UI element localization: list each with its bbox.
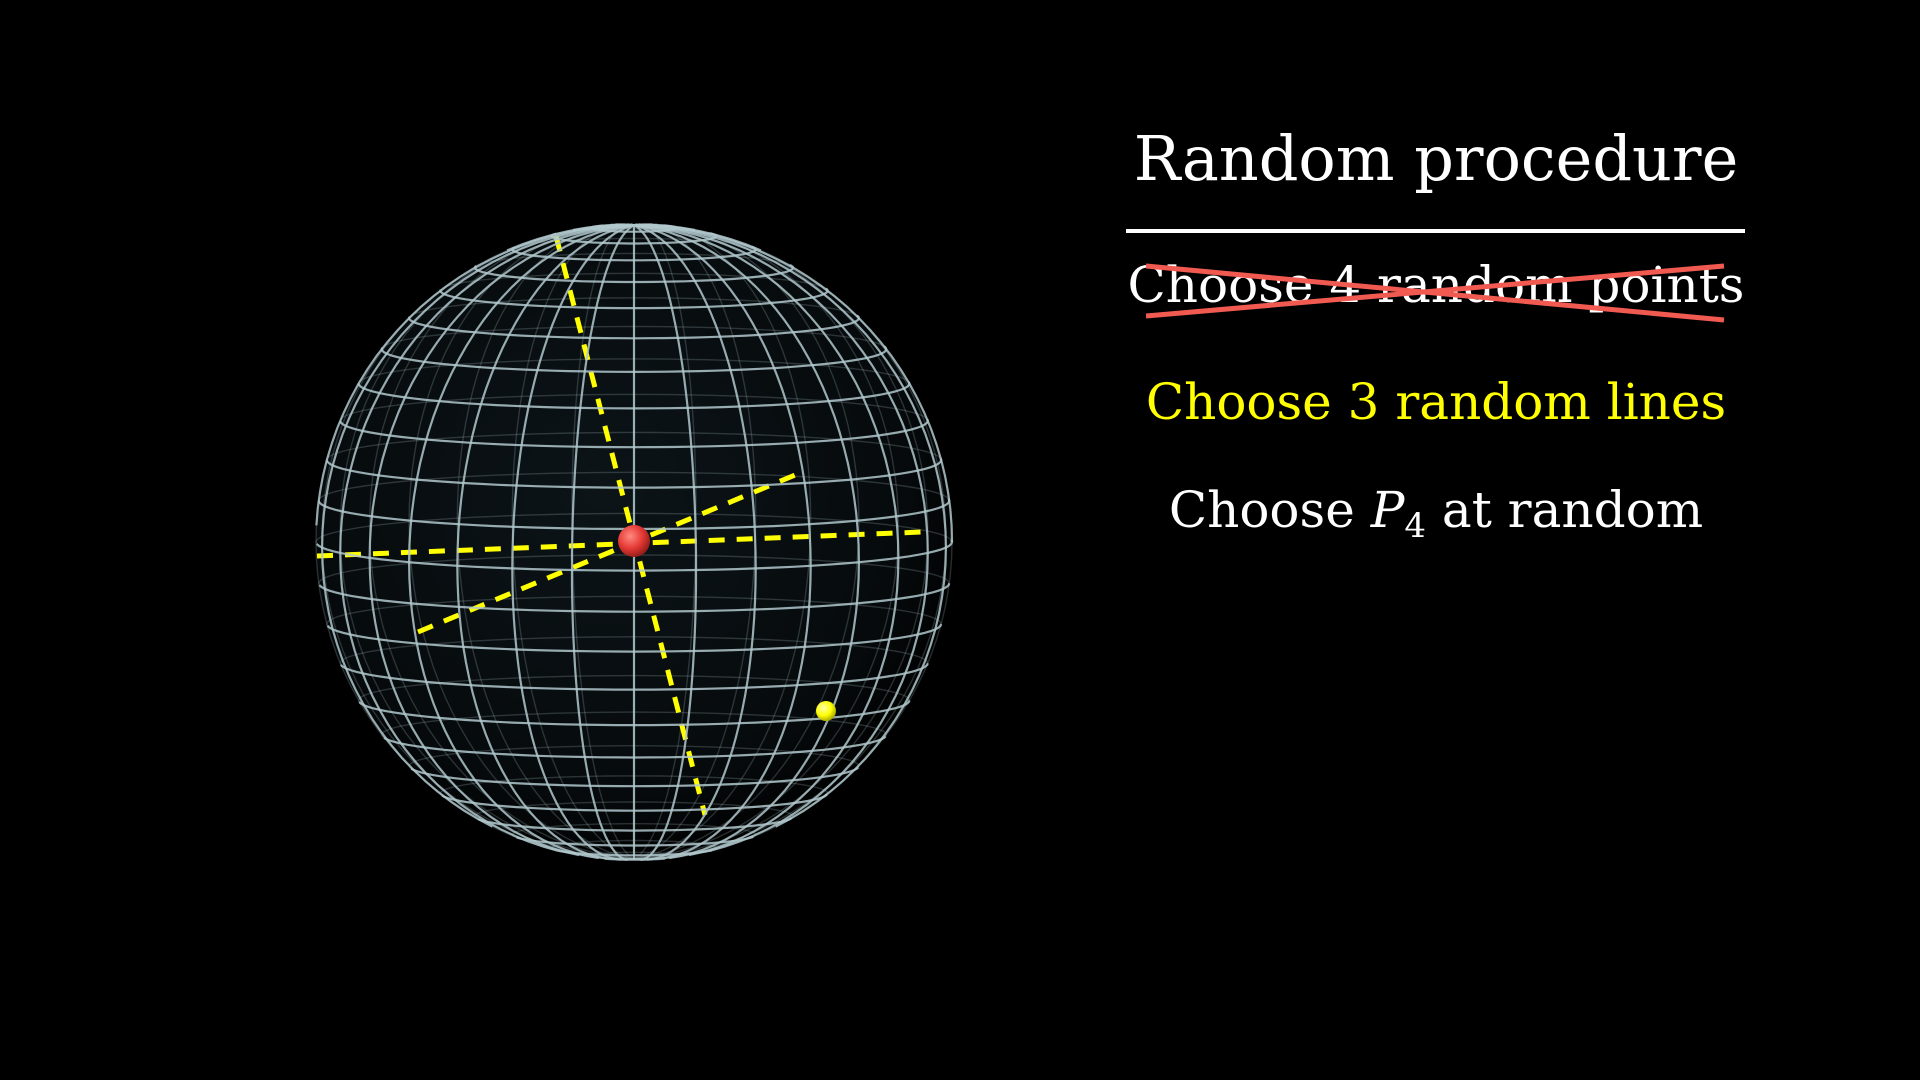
dashed-line-1 — [553, 235, 708, 816]
center-point — [618, 525, 650, 557]
sphere-parallel — [326, 431, 941, 461]
sphere-parallel — [633, 623, 943, 653]
sphere-parallel — [633, 345, 888, 373]
sphere-parallel — [407, 316, 635, 340]
sphere-meridian — [511, 223, 635, 860]
sphere-parallel — [339, 393, 928, 422]
sphere-parallel — [383, 736, 635, 759]
sphere-parallel — [408, 744, 860, 770]
sphere-parallel — [381, 325, 885, 349]
sphere-parallel — [516, 836, 634, 847]
sphere-parallel — [550, 232, 634, 245]
random-point-p4 — [816, 701, 836, 721]
sphere-parallel — [633, 735, 887, 759]
sphere-parallel — [315, 512, 952, 545]
math-subscript: 4 — [1404, 506, 1426, 547]
sphere-parallel — [633, 418, 929, 449]
sphere-parallel — [511, 823, 757, 839]
step-3-prefix: Choose — [1168, 481, 1371, 539]
sphere-parallel — [634, 224, 677, 233]
sphere-parallel — [634, 662, 929, 691]
sphere-meridian — [570, 224, 635, 861]
sphere-parallel — [633, 314, 861, 340]
dashed-line-2 — [316, 529, 923, 559]
sphere-parallel — [358, 701, 634, 727]
dashed-lines — [316, 235, 923, 816]
sphere-parallel — [317, 500, 635, 531]
sphere-meridian — [315, 224, 635, 526]
sphere-parallel — [339, 420, 635, 449]
sphere-parallel — [357, 383, 635, 410]
sphere-parallel — [591, 224, 634, 233]
sphere-parallel — [634, 232, 718, 245]
sphere-parallel — [633, 793, 828, 812]
sphere-parallel — [474, 801, 794, 820]
sphere-parallel — [380, 347, 635, 373]
sphere-parallel — [477, 818, 635, 832]
dashed-line-3 — [417, 470, 801, 635]
sphere-parallel — [318, 584, 635, 613]
title-underline — [1126, 229, 1745, 233]
sphere-parallel — [315, 543, 635, 572]
sphere-parallel — [325, 459, 634, 489]
sphere-parallel — [633, 582, 951, 613]
sphere-meridian — [511, 224, 635, 861]
sphere-parallel — [318, 471, 950, 501]
sphere-parallel — [380, 711, 888, 739]
sphere-parallel — [604, 857, 634, 861]
sphere-parallel — [634, 287, 829, 310]
step-choose-points: Choose 4 random points — [1127, 256, 1745, 314]
sphere-parallel — [410, 767, 635, 788]
sphere-parallel — [439, 775, 829, 797]
panel-title: Random procedure — [1133, 122, 1739, 195]
sphere-parallel — [634, 835, 754, 847]
strikethrough-lines — [1146, 263, 1725, 323]
sphere-meridian — [368, 224, 635, 857]
strikethrough-line-2 — [1146, 263, 1725, 319]
sphere-meridian — [633, 224, 698, 861]
sphere-parallel — [441, 794, 635, 812]
sphere-parallel — [340, 664, 634, 691]
sphere-parallel — [634, 857, 666, 861]
sphere-parallel — [476, 252, 791, 267]
sphere-parallel — [633, 381, 911, 410]
sphere-parallel — [633, 498, 951, 531]
sphere-parallel — [633, 766, 860, 788]
sphere-parallel — [633, 539, 954, 572]
sphere-parallel — [317, 554, 950, 586]
sphere-parallel — [473, 265, 634, 284]
sphere-parallel — [439, 289, 634, 310]
sphere-parallel — [634, 457, 943, 489]
sphere-parallel — [357, 358, 910, 384]
sphere-parallel — [634, 245, 757, 262]
sphere-parallel — [557, 849, 634, 857]
sphere-meridian — [633, 224, 757, 861]
sphere-parallel — [633, 817, 793, 832]
sphere-meridian — [633, 223, 757, 860]
sphere-parallel — [511, 246, 634, 262]
sphere-parallel — [357, 674, 911, 703]
math-variable-p: P — [1370, 481, 1405, 539]
step-3-suffix: at random — [1425, 481, 1704, 539]
sphere-parallel — [634, 849, 713, 857]
step-choose-p4: Choose P4 at random — [1126, 481, 1746, 546]
step-choose-lines: Choose 3 random lines — [1145, 373, 1727, 431]
sphere-parallel — [326, 624, 635, 653]
sphere-wireframe-front — [315, 223, 954, 861]
sphere-parallel — [634, 263, 795, 284]
sphere-parallel — [326, 595, 942, 627]
sphere-meridian — [633, 224, 900, 857]
